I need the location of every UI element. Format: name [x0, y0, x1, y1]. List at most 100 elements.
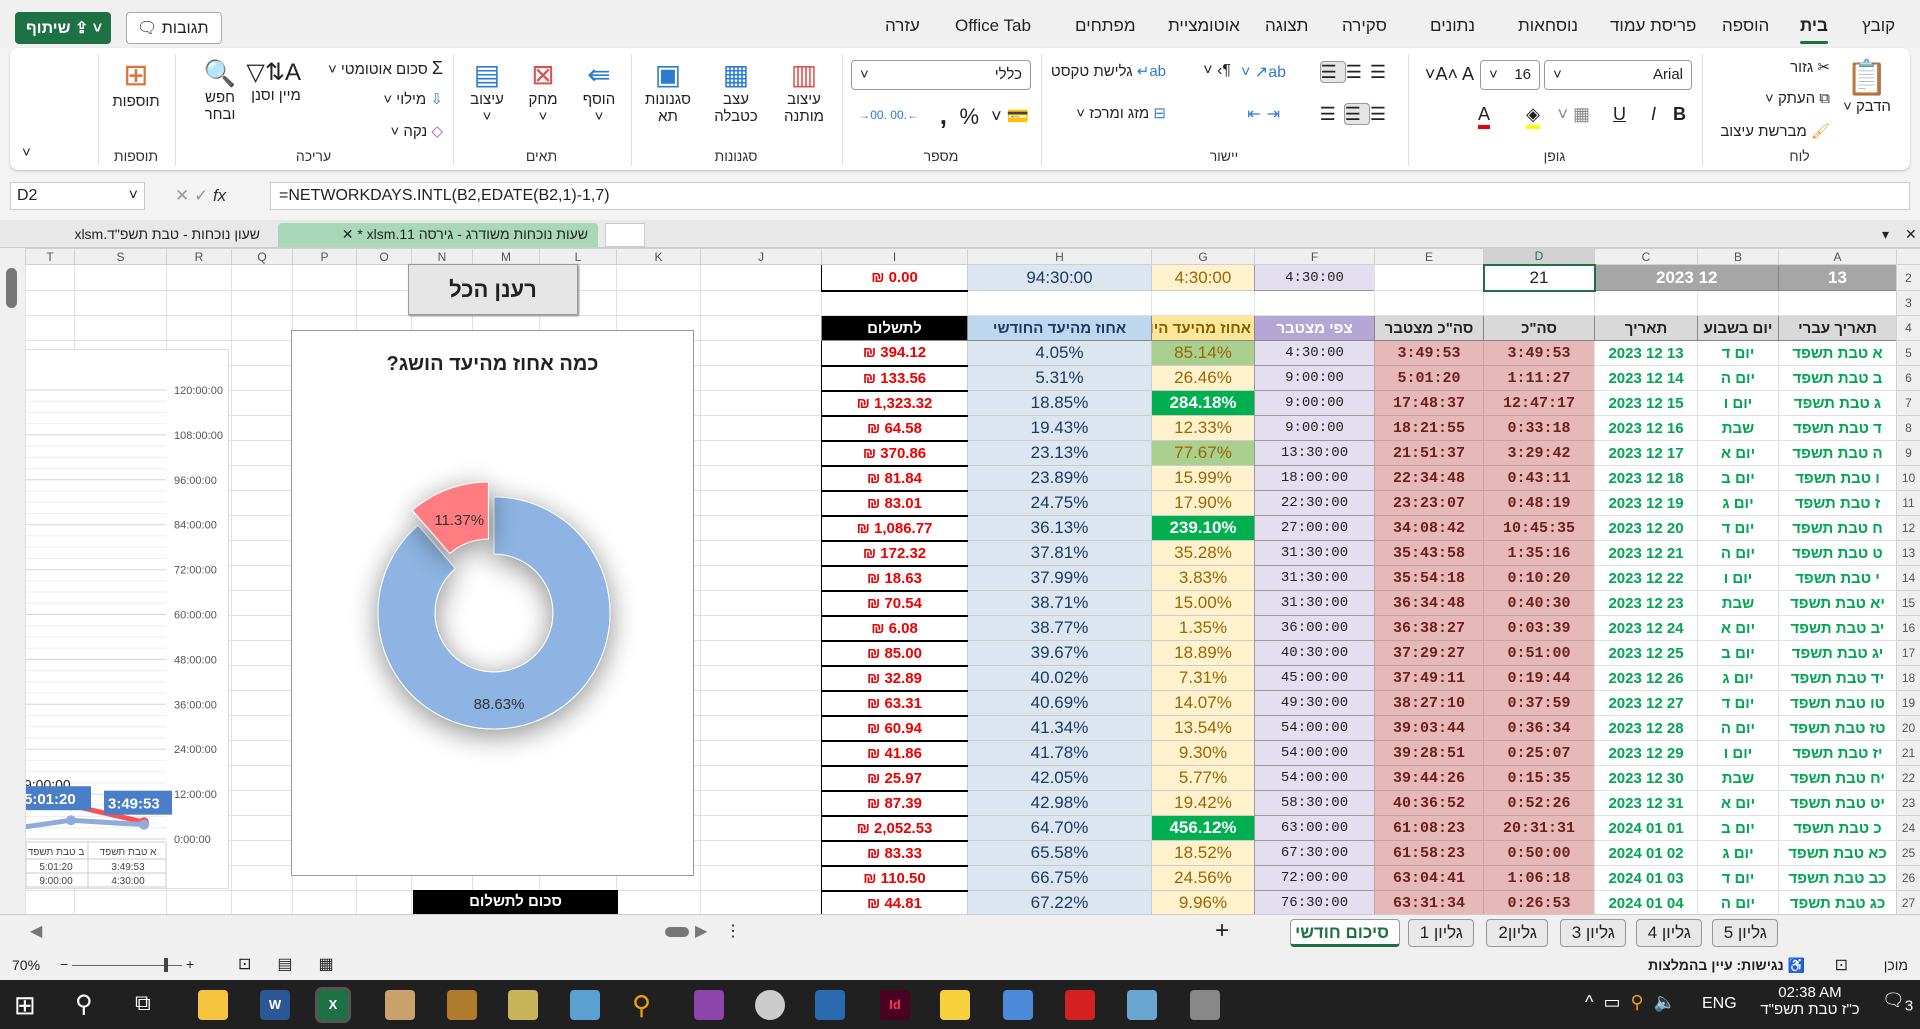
cell[interactable]: [700, 465, 822, 491]
cell[interactable]: [700, 415, 822, 441]
cell-C[interactable]: 14 12 2023: [1594, 365, 1698, 391]
acrobat-icon[interactable]: [1065, 990, 1095, 1020]
cell[interactable]: [700, 565, 822, 591]
cell-D[interactable]: 0:36:34: [1483, 715, 1595, 741]
name-box[interactable]: D2 ˅: [10, 182, 145, 210]
cell[interactable]: [821, 290, 968, 316]
cell-I[interactable]: ₪ 87.39: [821, 790, 968, 817]
row-header[interactable]: 8: [1896, 415, 1920, 441]
cell-F[interactable]: 76:30:00: [1254, 890, 1375, 914]
cell-C[interactable]: 25 12 2023: [1594, 640, 1698, 666]
add-sheet-button[interactable]: +: [1215, 917, 1230, 944]
cell-B[interactable]: יום ו: [1697, 565, 1779, 591]
cell[interactable]: [700, 790, 822, 816]
app-icon[interactable]: [1127, 990, 1157, 1020]
cell-E[interactable]: 21:51:37: [1374, 440, 1484, 466]
cell-H[interactable]: 36.13%: [967, 515, 1152, 541]
cell-B[interactable]: יום ד: [1697, 340, 1779, 366]
cell-B[interactable]: יום ד: [1697, 515, 1779, 541]
cell-I[interactable]: ₪ 83.01: [821, 490, 968, 517]
cell-F[interactable]: 54:00:00: [1254, 715, 1375, 741]
cell[interactable]: [25, 890, 75, 914]
cell-G[interactable]: 15.99%: [1151, 465, 1255, 491]
cell-G[interactable]: 19.42%: [1151, 790, 1255, 816]
ribbon-tab[interactable]: נוסחאות: [1518, 16, 1579, 35]
cell[interactable]: [231, 264, 293, 291]
row-header[interactable]: 24: [1896, 815, 1920, 841]
column-header[interactable]: J: [700, 248, 822, 265]
cell-I[interactable]: ₪ 370.86: [821, 440, 968, 467]
cell-C[interactable]: 21 12 2023: [1594, 540, 1698, 566]
cell-C[interactable]: 27 12 2023: [1594, 690, 1698, 716]
cell[interactable]: [74, 315, 167, 341]
cell-A[interactable]: טז טבת תשפד: [1778, 715, 1897, 741]
ribbon-tab[interactable]: תצוגה: [1265, 16, 1309, 35]
cell-E[interactable]: 35:54:18: [1374, 565, 1484, 591]
cell-A[interactable]: ה טבת תשפד: [1778, 440, 1897, 466]
cell[interactable]: [356, 890, 412, 914]
cell[interactable]: [231, 740, 293, 766]
row-header[interactable]: 16: [1896, 615, 1920, 641]
cell-E2[interactable]: [1374, 264, 1484, 291]
cell-D[interactable]: 0:37:59: [1483, 690, 1595, 716]
vertical-scrollbar[interactable]: [0, 248, 25, 914]
cell-A[interactable]: יט טבת תשפד: [1778, 790, 1897, 816]
cell-H[interactable]: 19.43%: [967, 415, 1152, 441]
cell-F[interactable]: 27:00:00: [1254, 515, 1375, 541]
cell-E[interactable]: 3:49:53: [1374, 340, 1484, 366]
cell-C[interactable]: 18 12 2023: [1594, 465, 1698, 491]
row-header[interactable]: 21: [1896, 740, 1920, 766]
cell-E[interactable]: 38:27:10: [1374, 690, 1484, 716]
app-icon[interactable]: [1190, 990, 1220, 1020]
cell-F[interactable]: 45:00:00: [1254, 665, 1375, 691]
cell[interactable]: [231, 290, 293, 316]
cell-G[interactable]: 12.33%: [1151, 415, 1255, 441]
cell[interactable]: [231, 565, 293, 591]
cell-B[interactable]: יום ה: [1697, 540, 1779, 566]
cell-A[interactable]: ד טבת תשפד: [1778, 415, 1897, 441]
view-buttons[interactable]: ⊡▤▦: [238, 954, 360, 974]
row-header[interactable]: 15: [1896, 590, 1920, 616]
sheet-tab[interactable]: גליון 4: [1636, 919, 1702, 947]
cell-B[interactable]: יום א: [1697, 790, 1779, 816]
notifications-icon[interactable]: 🗨3: [1882, 990, 1914, 1015]
cell-I[interactable]: ₪ 6.08: [821, 615, 968, 642]
cell-D[interactable]: 0:26:53: [1483, 890, 1595, 914]
cell-D[interactable]: 0:52:26: [1483, 790, 1595, 816]
formula-input[interactable]: =NETWORKDAYS.INTL(B2,EDATE(B2,1)-1,7): [270, 182, 1910, 210]
column-header[interactable]: T: [25, 248, 75, 265]
cell[interactable]: [700, 615, 822, 641]
cell-C[interactable]: 04 01 2024: [1594, 890, 1698, 914]
cell-F[interactable]: 54:00:00: [1254, 765, 1375, 791]
cell[interactable]: [700, 515, 822, 541]
cell-G2[interactable]: 4:30:00: [1151, 264, 1255, 291]
app-icon[interactable]: [694, 990, 724, 1020]
column-header[interactable]: S: [74, 248, 167, 265]
currency-button[interactable]: 💳 ˅: [991, 106, 1029, 126]
cell-G[interactable]: 7.31%: [1151, 665, 1255, 691]
rtl-button[interactable]: ¶› ˅: [1203, 62, 1231, 79]
cell-I[interactable]: ₪ 63.31: [821, 690, 968, 717]
cell[interactable]: [231, 440, 293, 466]
cell-D[interactable]: 3:29:42: [1483, 440, 1595, 466]
ribbon-tab[interactable]: קובץ: [1862, 16, 1896, 35]
word-icon[interactable]: W: [260, 990, 290, 1020]
fill-color-button[interactable]: ◈: [1526, 104, 1540, 129]
insert-cells-button[interactable]: ⇚ הוסף ˅: [573, 58, 625, 125]
app-icon[interactable]: [815, 990, 845, 1020]
font-size-combo[interactable]: 16 ˅: [1480, 60, 1540, 90]
column-header[interactable]: A: [1778, 248, 1897, 265]
row-header[interactable]: 18: [1896, 665, 1920, 691]
cell-H[interactable]: 42.98%: [967, 790, 1152, 816]
search-tray-icon[interactable]: ⚲: [1630, 992, 1644, 1012]
sheet-tab[interactable]: סיכום חודשי: [1290, 919, 1400, 947]
cell-I[interactable]: ₪ 18.63: [821, 565, 968, 592]
delete-cells-button[interactable]: ⊠ מחק ˅: [517, 58, 569, 125]
copy-button[interactable]: ⧉ העתק ˅: [1765, 90, 1830, 107]
cell-E[interactable]: 37:29:27: [1374, 640, 1484, 666]
cell-C[interactable]: 26 12 2023: [1594, 665, 1698, 691]
cell-G[interactable]: 1.35%: [1151, 615, 1255, 641]
column-header[interactable]: E: [1374, 248, 1484, 265]
cell-G[interactable]: 5.77%: [1151, 765, 1255, 791]
format-painter-button[interactable]: 🖌 מברשת עיצוב: [1720, 122, 1830, 140]
